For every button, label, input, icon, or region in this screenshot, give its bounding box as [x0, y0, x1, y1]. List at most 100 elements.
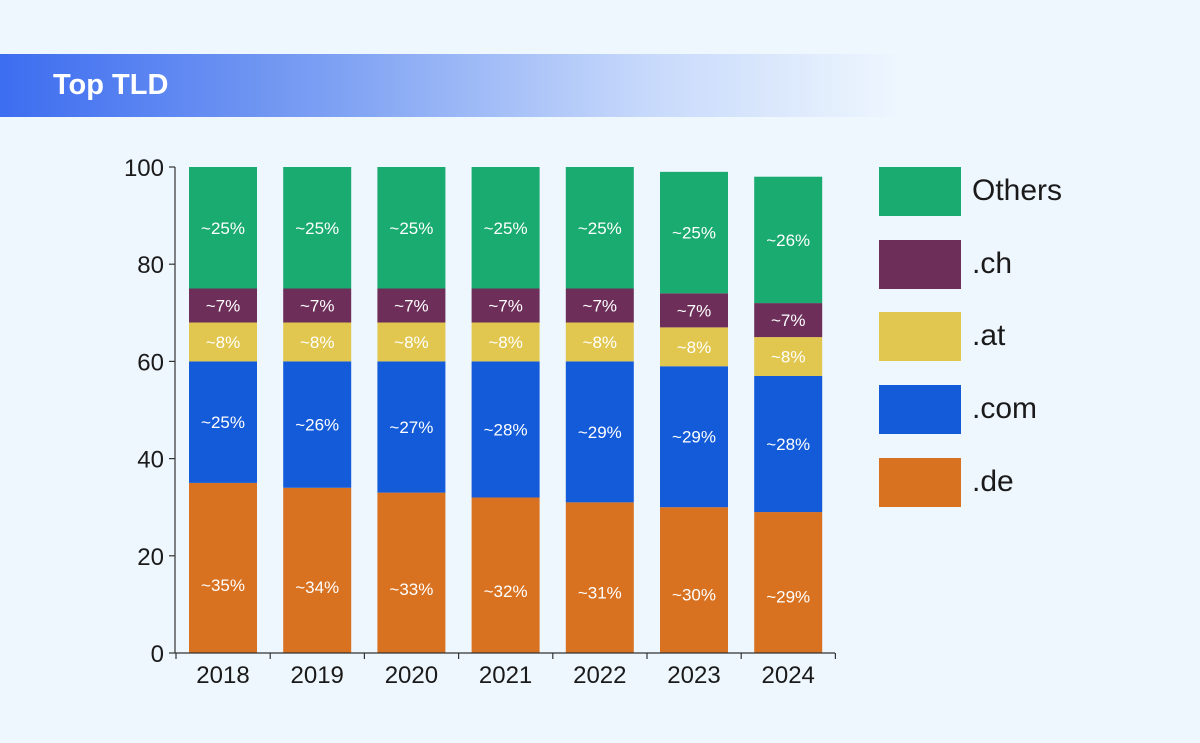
data-label: ~25%	[578, 219, 622, 238]
legend-label: .de	[972, 464, 1014, 498]
data-label: ~7%	[206, 297, 241, 316]
chart-title: Top TLD	[53, 69, 169, 101]
data-label: ~29%	[672, 428, 716, 447]
bar-segment-com-2020	[377, 361, 446, 493]
legend-item-ch: .ch	[879, 239, 1179, 289]
bar-segment-others-2020	[377, 167, 446, 289]
legend-item-others: Others	[879, 167, 1179, 216]
bar-segment-at-2023	[660, 327, 728, 367]
data-label: ~25%	[389, 219, 433, 238]
bar-segment-ch-2020	[377, 288, 446, 323]
bar-segment-others-2022	[565, 167, 634, 289]
data-label: ~25%	[201, 219, 245, 238]
data-label: ~25%	[484, 219, 528, 238]
bar-segment-de-2020	[377, 492, 446, 653]
bar-segment-ch-2021	[471, 288, 540, 323]
data-label: ~28%	[766, 435, 810, 454]
legend-swatch	[879, 385, 961, 435]
x-tick-label: 2023	[667, 662, 720, 689]
data-label: ~8%	[583, 333, 618, 352]
bar-segment-com-2023	[660, 366, 728, 508]
bar-segment-at-2024	[754, 337, 823, 376]
bar-segment-at-2020	[377, 322, 446, 362]
x-tick-label: 2024	[762, 662, 815, 689]
bar-segment-com-2018	[189, 361, 257, 483]
bar-segment-com-2022	[565, 361, 634, 503]
data-label: ~8%	[771, 348, 806, 367]
data-label: ~29%	[766, 588, 810, 607]
data-label: ~8%	[300, 333, 335, 352]
data-label: ~25%	[201, 413, 245, 432]
data-label: ~28%	[484, 420, 528, 439]
data-label: ~32%	[484, 582, 528, 601]
bar-segment-de-2018	[189, 482, 257, 653]
bar-segment-ch-2023	[660, 293, 728, 328]
bar-segment-de-2022	[565, 502, 634, 653]
legend-swatch	[879, 312, 961, 362]
bar-segment-others-2024	[754, 176, 823, 304]
bar-segment-others-2019	[283, 167, 352, 289]
bar-segment-ch-2022	[565, 288, 634, 323]
data-label: ~8%	[394, 333, 429, 352]
data-label: ~8%	[677, 338, 712, 357]
legend-swatch	[879, 167, 961, 216]
x-tick-label: 2021	[479, 662, 532, 689]
data-label: ~34%	[295, 578, 339, 597]
legend-label: .ch	[972, 246, 1013, 280]
data-label: ~31%	[578, 584, 622, 603]
data-label: ~25%	[672, 224, 716, 243]
bar-segment-at-2018	[189, 322, 257, 362]
data-label: ~8%	[206, 333, 241, 352]
data-label: ~35%	[201, 576, 245, 595]
bar-segment-com-2024	[754, 375, 823, 513]
bar-segment-at-2019	[283, 322, 352, 362]
legend-item-com: .com	[879, 385, 1179, 435]
bar-segment-at-2021	[471, 322, 540, 362]
data-label: ~7%	[677, 301, 712, 320]
bar-segment-de-2021	[471, 497, 540, 653]
bar-segment-de-2024	[754, 512, 823, 653]
x-tick-label: 2018	[196, 662, 249, 689]
bar-segment-ch-2024	[754, 303, 823, 338]
bar-segment-de-2023	[660, 507, 728, 653]
y-tick-label: 0	[151, 641, 164, 668]
x-tick-label: 2020	[385, 662, 438, 689]
x-tick-label: 2022	[573, 662, 626, 689]
bar-segment-others-2018	[189, 167, 257, 289]
data-label: ~25%	[295, 219, 339, 238]
data-label: ~26%	[295, 416, 339, 435]
bar-segment-ch-2018	[189, 288, 257, 323]
data-label: ~7%	[488, 297, 523, 316]
bar-segment-de-2019	[283, 487, 352, 653]
data-label: ~27%	[389, 418, 433, 437]
data-label: ~7%	[394, 297, 429, 316]
bar-segment-ch-2019	[283, 288, 352, 323]
data-label: ~7%	[300, 297, 335, 316]
y-tick-label: 60	[137, 349, 164, 376]
legend-item-de: .de	[879, 457, 1179, 507]
data-label: ~7%	[771, 311, 806, 330]
title-banner	[0, 54, 900, 117]
data-label: ~30%	[672, 586, 716, 605]
data-label: ~8%	[488, 333, 523, 352]
legend-label: .com	[972, 392, 1038, 426]
bar-segment-com-2019	[283, 361, 352, 488]
data-label: ~29%	[578, 423, 622, 442]
bar-segment-at-2022	[565, 322, 634, 362]
legend-label: .at	[972, 319, 1006, 353]
data-label: ~26%	[766, 231, 810, 250]
y-tick-label: 40	[137, 447, 164, 474]
legend-label: Others	[972, 174, 1063, 207]
bar-segment-com-2021	[471, 361, 540, 498]
y-tick-label: 100	[124, 155, 164, 182]
legend-swatch	[879, 239, 961, 289]
bar-segment-others-2021	[471, 167, 540, 289]
data-label: ~33%	[389, 580, 433, 599]
legend-item-at: .at	[879, 312, 1179, 362]
legend-swatch	[879, 457, 961, 507]
bar-segment-others-2023	[660, 171, 728, 294]
y-tick-label: 20	[137, 544, 164, 571]
x-tick-label: 2019	[291, 662, 344, 689]
data-label: ~7%	[583, 297, 618, 316]
